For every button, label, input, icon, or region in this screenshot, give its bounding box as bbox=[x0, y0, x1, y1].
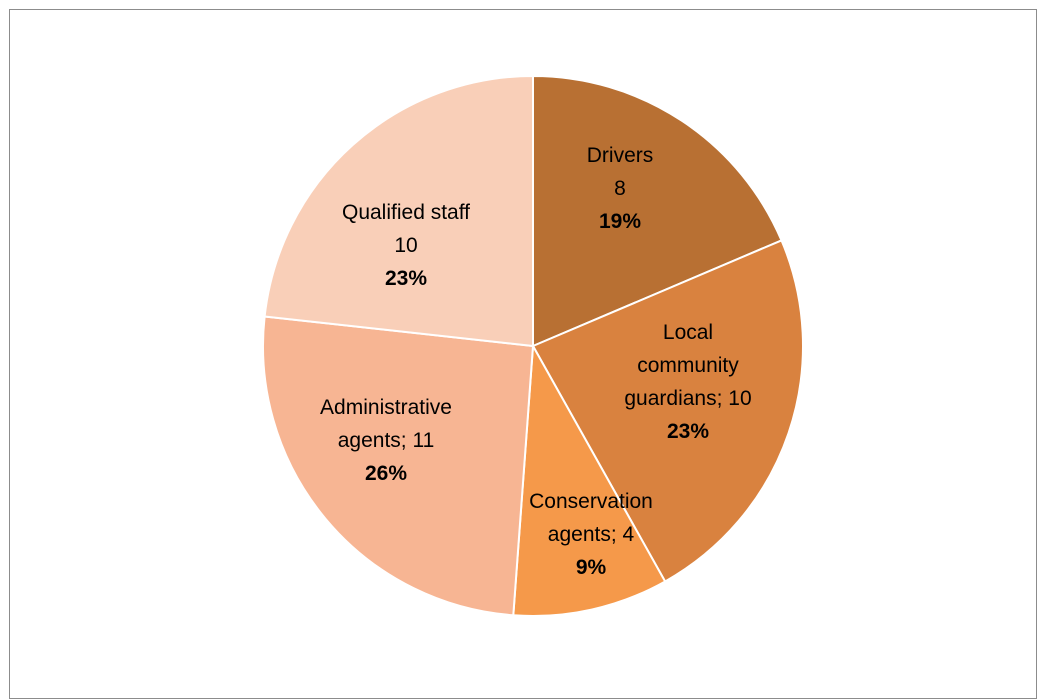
slice-label-line: agents; 11 bbox=[338, 429, 435, 452]
slice-label-line: 8 bbox=[614, 177, 626, 200]
slice-label-drivers: Drivers 8 19% bbox=[587, 144, 654, 233]
slice-label-line: Conservation bbox=[529, 490, 653, 513]
pie-slice-drivers bbox=[532, 74, 783, 348]
slice-label-line: Drivers bbox=[587, 144, 654, 167]
slice-label-line: Administrative bbox=[320, 396, 452, 419]
slice-label-line: Qualified staff bbox=[342, 201, 470, 224]
slice-label-text: Qualified staff 10 bbox=[342, 201, 470, 257]
slice-label-text: Local community guardians; 10 bbox=[624, 321, 751, 410]
slice-percent-label: 23% bbox=[385, 267, 427, 290]
slice-label-text: Administrative agents; 11 bbox=[320, 396, 452, 452]
slice-percent-label: 9% bbox=[576, 556, 607, 579]
pie-slice-administrative-agents bbox=[262, 315, 535, 617]
slice-label-qualified-staff: Qualified staff 10 23% bbox=[342, 201, 470, 290]
pie-labels: Drivers 8 19% Local community guardians; 10 23… bbox=[320, 144, 752, 579]
pie-slice-conservation-agents bbox=[512, 342, 667, 617]
slice-label-text: Drivers 8 bbox=[587, 144, 654, 200]
slice-label-line: guardians; 10 bbox=[624, 387, 751, 410]
pie-slice-qualified-staff bbox=[263, 74, 534, 348]
slice-label-administrative-agents: Administrative agents; 11 26% bbox=[320, 396, 452, 485]
slice-label-line: community bbox=[637, 354, 739, 377]
slice-label-line: agents; 4 bbox=[548, 523, 635, 546]
pie-slice-local-community-guardians bbox=[531, 239, 804, 583]
slice-label-line: 10 bbox=[394, 234, 417, 257]
pie-slices bbox=[262, 74, 804, 617]
slice-percent-label: 23% bbox=[667, 420, 709, 443]
slice-percent-label: 26% bbox=[365, 462, 407, 485]
slice-label-local-community-guardians: Local community guardians; 10 23% bbox=[624, 321, 751, 443]
slice-percent-label: 19% bbox=[599, 210, 641, 233]
slice-label-text: Conservation agents; 4 bbox=[529, 490, 653, 546]
slice-label-conservation-agents: Conservation agents; 4 9% bbox=[529, 490, 653, 579]
slice-label-line: Local bbox=[663, 321, 713, 344]
pie-chart: Drivers 8 19% Local community guardians; 10 23… bbox=[262, 74, 804, 617]
